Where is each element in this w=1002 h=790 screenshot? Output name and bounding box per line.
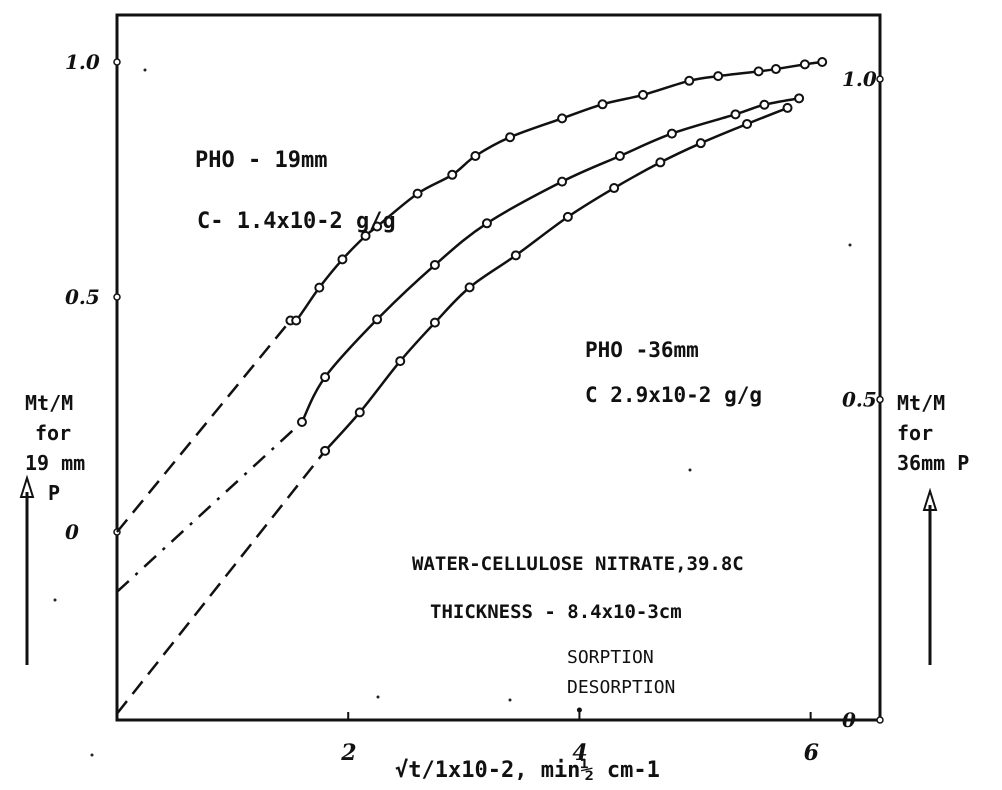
y-right-tick-label: 0.5 [842, 388, 877, 412]
extrapolation-line-2 [116, 421, 303, 593]
data-point [505, 132, 516, 143]
y-right-label-line-2: for [897, 421, 933, 445]
data-point [557, 113, 568, 124]
y-left-arrow-head [19, 474, 35, 498]
data-point [742, 118, 753, 129]
data-point [447, 169, 458, 180]
data-point [730, 109, 741, 120]
stray-dot [376, 695, 380, 699]
data-point [291, 315, 302, 326]
y-left-label-line-2: for [35, 421, 71, 445]
data-point [296, 416, 307, 427]
stray-dot [508, 698, 512, 702]
data-point [320, 372, 331, 383]
data-point [510, 250, 521, 261]
data-point [655, 157, 666, 168]
series-line-2 [300, 97, 800, 423]
data-point [412, 188, 423, 199]
y-right-label-line-1: Mt/M [897, 391, 945, 415]
data-point [557, 176, 568, 187]
y-right-tick-label: 0 [842, 708, 856, 732]
data-point [597, 99, 608, 110]
data-point [562, 211, 573, 222]
x-tick-label: 4 [572, 740, 587, 766]
stray-dot [143, 68, 147, 72]
stray-dot [688, 468, 692, 472]
y-left-label-line-3: 19 mm [25, 451, 85, 475]
data-point [695, 138, 706, 149]
y-left-tick-mark [113, 293, 121, 301]
y-right-tick-mark [876, 75, 884, 83]
data-point [320, 445, 331, 456]
annotation-36mm-concentration: C 2.9x10-2 g/g [585, 383, 762, 407]
legend-sorption: SORPTION [567, 647, 654, 668]
x-tick-label: 2 [340, 740, 356, 766]
y-right-label-line-3: 36mm P [897, 451, 969, 475]
y-left-label-line-1: Mt/M [25, 391, 73, 415]
data-point [782, 102, 793, 113]
data-point [470, 151, 481, 161]
data-point [753, 66, 764, 77]
legend-desorption: DESORPTION [567, 677, 675, 698]
chart-marks: 2 4 600.51.000.51.0 [65, 50, 884, 766]
data-point [372, 314, 383, 325]
data-point [360, 230, 371, 241]
data-point [429, 317, 440, 328]
chart-title: WATER-CELLULOSE NITRATE,39.8C [412, 553, 744, 575]
y-left-tick-label: 0.5 [65, 285, 100, 309]
data-point [609, 183, 620, 194]
data-point [481, 218, 492, 229]
y-right-arrow-head [922, 487, 938, 511]
data-point [638, 89, 649, 100]
stray-dot [53, 598, 57, 602]
y-right-tick-label: 1.0 [842, 67, 877, 91]
data-point [770, 64, 781, 75]
data-point [759, 99, 770, 110]
extrapolation-line-1 [116, 319, 292, 533]
stray-dot [848, 243, 852, 247]
data-point [464, 282, 475, 293]
data-point [817, 57, 828, 67]
annotation-19mm-concentration: C- 1.4x10-2 g/g [197, 209, 396, 234]
data-point [794, 93, 805, 104]
data-point [799, 59, 810, 70]
data-point [684, 75, 695, 86]
x-tick-dot [576, 707, 582, 713]
x-tick-label: 6 [804, 740, 819, 766]
annotation-19mm-pressure: PHO - 19mm [195, 148, 327, 173]
data-point [429, 259, 440, 270]
y-right-tick-mark [876, 716, 884, 724]
data-point [314, 282, 325, 293]
annotation-36mm-pressure: PHO -36mm [585, 338, 699, 362]
stray-dot [90, 753, 94, 757]
data-point [614, 151, 625, 161]
y-left-tick-label: 1.0 [65, 50, 100, 74]
y-left-tick-label: 0 [65, 520, 79, 544]
extrapolation-line-3 [116, 450, 327, 715]
y-left-tick-mark [113, 58, 121, 66]
series-line-1 [289, 60, 823, 325]
y-left-label-line-4: P [48, 481, 60, 505]
y-right-tick-mark [876, 395, 884, 404]
data-point [713, 71, 724, 82]
x-axis-label: √t/1x10-2, min½ cm-1 [395, 758, 660, 783]
data-point [354, 407, 365, 418]
chart-subtitle: THICKNESS - 8.4x10-3cm [430, 601, 682, 623]
data-point [372, 221, 383, 232]
data-point [666, 128, 677, 139]
data-point [337, 254, 348, 265]
data-point [395, 356, 406, 367]
plot-frame [115, 13, 882, 722]
